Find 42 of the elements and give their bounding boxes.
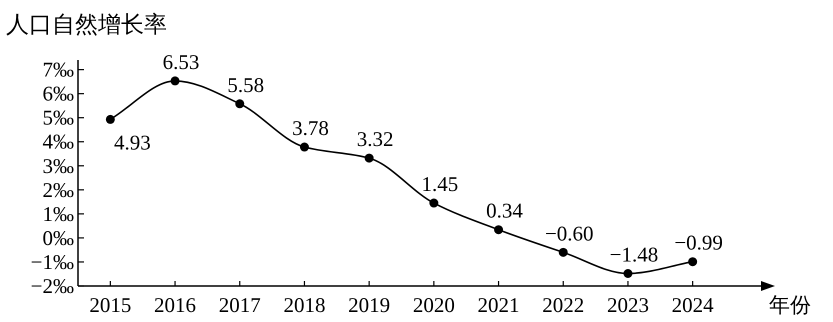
point — [429, 198, 438, 208]
point — [688, 257, 698, 266]
y-tick-label: −1‰ — [30, 250, 74, 274]
y-tick-label: 0‰ — [42, 226, 74, 250]
x-tick-label: 2022 — [542, 293, 584, 317]
data-label: −0.99 — [674, 230, 723, 255]
y-tick-label: 7‰ — [42, 58, 74, 82]
point — [494, 225, 504, 234]
y-axis-title: 人口自然增长率 — [6, 12, 167, 37]
point — [235, 99, 244, 108]
data-label: 3.32 — [356, 127, 394, 152]
data-label: 5.58 — [227, 72, 264, 97]
x-axis-title: 年份 — [769, 293, 811, 317]
y-tick-label: 6‰ — [42, 82, 74, 106]
point — [364, 154, 374, 163]
x-tick-label: 2021 — [478, 293, 520, 317]
y-tick-label: 5‰ — [42, 106, 74, 130]
x-tick-label: 2015 — [89, 293, 132, 317]
data-label: 1.45 — [421, 172, 458, 196]
point — [300, 142, 309, 152]
y-tick-label: −2‰ — [30, 274, 74, 298]
y-tick-label: 1‰ — [42, 202, 74, 226]
x-tick-label: 2018 — [283, 293, 326, 317]
y-tick-label: 3‰ — [42, 154, 74, 178]
x-tick-label: 2023 — [606, 293, 649, 317]
x-tick-label: 2024 — [672, 293, 714, 317]
data-label: 6.53 — [162, 50, 200, 74]
x-tick-label: 2016 — [154, 293, 196, 317]
x-tick-label: 2020 — [412, 293, 455, 317]
data-label: −1.48 — [610, 242, 658, 266]
point — [170, 76, 180, 86]
x-tick-label: 2017 — [218, 293, 261, 317]
data-label: 3.78 — [292, 116, 329, 140]
x-tick-label: 2019 — [348, 293, 390, 317]
data-label: −0.60 — [544, 221, 594, 246]
point — [106, 114, 115, 124]
point — [623, 269, 632, 278]
data-label: 4.93 — [114, 130, 151, 154]
data-label: 0.34 — [486, 198, 524, 223]
point — [558, 248, 568, 257]
y-tick-label: 2‰ — [42, 178, 74, 202]
y-tick-label: 4‰ — [42, 130, 74, 154]
